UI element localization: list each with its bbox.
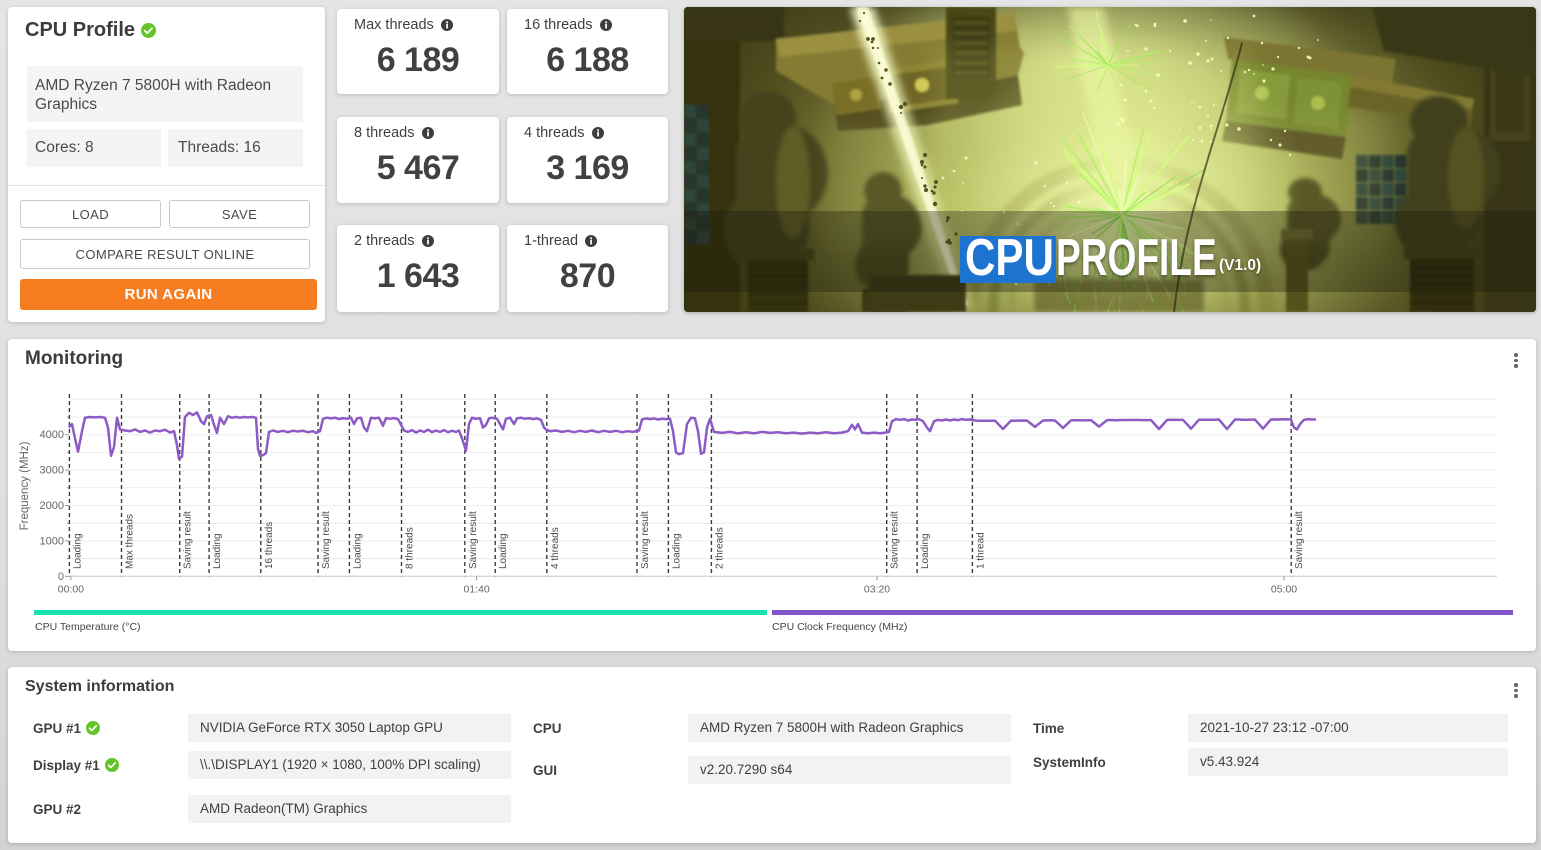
svg-text:00:00: 00:00 [58, 583, 84, 595]
svg-text:01:40: 01:40 [463, 583, 489, 595]
svg-text:Loading: Loading [671, 533, 682, 569]
svg-text:Saving result: Saving result [640, 511, 651, 569]
svg-text:Loading: Loading [920, 533, 931, 569]
svg-text:4 threads: 4 threads [550, 527, 561, 569]
svg-text:Frequency (MHz): Frequency (MHz) [19, 441, 31, 530]
svg-text:Loading: Loading [72, 533, 83, 569]
svg-text:3000: 3000 [40, 465, 64, 477]
svg-text:Saving result: Saving result [890, 511, 901, 569]
svg-text:4000: 4000 [40, 429, 64, 441]
svg-text:Max threads: Max threads [125, 514, 136, 569]
svg-text:8 threads: 8 threads [405, 527, 416, 569]
svg-text:0: 0 [58, 571, 64, 583]
svg-text:16 threads: 16 threads [264, 522, 275, 569]
svg-text:Loading: Loading [352, 533, 363, 569]
svg-text:Loading: Loading [498, 533, 509, 569]
svg-text:1000: 1000 [40, 535, 64, 547]
svg-text:Saving result: Saving result [321, 511, 332, 569]
svg-text:Saving result: Saving result [1294, 511, 1305, 569]
svg-text:03:20: 03:20 [864, 583, 890, 595]
svg-text:2000: 2000 [40, 500, 64, 512]
svg-text:Loading: Loading [212, 533, 223, 569]
svg-text:Saving result: Saving result [468, 511, 479, 569]
svg-text:05:00: 05:00 [1271, 583, 1297, 595]
svg-text:Saving result: Saving result [183, 511, 194, 569]
svg-text:1 thread: 1 thread [975, 532, 986, 569]
svg-text:2 threads: 2 threads [714, 527, 725, 569]
